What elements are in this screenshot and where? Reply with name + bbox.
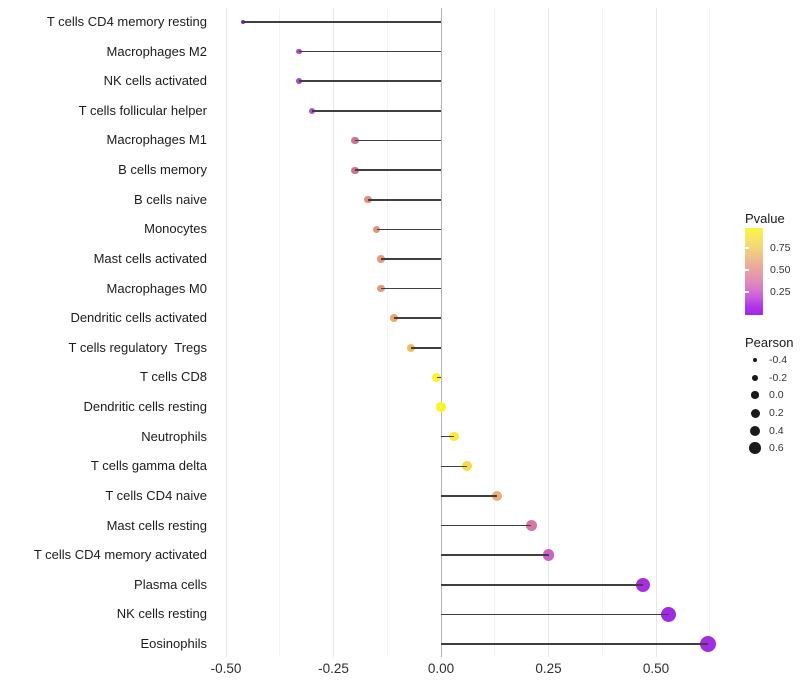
y-axis-label: T cells follicular helper <box>78 102 207 118</box>
colorbar-tick-label: 0.25 <box>770 285 791 298</box>
stem-line <box>441 435 454 438</box>
pvalue-legend-title: Pvalue <box>745 211 785 226</box>
y-axis-label: NK cells activated <box>103 73 207 89</box>
stem-line <box>312 110 441 112</box>
data-point <box>372 225 381 234</box>
y-axis-label: T cells CD4 memory activated <box>33 547 207 563</box>
y-axis-label: Neutrophils <box>141 428 207 444</box>
stem-line <box>441 583 644 586</box>
x-axis-tick-label: 0.25 <box>535 661 562 676</box>
data-point <box>436 402 446 412</box>
y-axis-label: Macrophages M2 <box>106 43 207 59</box>
stem-line <box>243 21 441 23</box>
gridline-minor <box>709 8 711 657</box>
x-axis-tick-label: -0.50 <box>210 661 242 676</box>
y-axis-label: Dendritic cells resting <box>83 399 207 415</box>
y-axis-label: Macrophages M1 <box>106 132 207 148</box>
gridline-major <box>333 8 334 657</box>
data-point <box>406 343 416 353</box>
gridline-major <box>225 8 227 657</box>
data-point <box>309 107 315 114</box>
stem-line <box>367 198 441 201</box>
colorbar-tick <box>745 291 749 293</box>
gridline-major <box>655 8 657 657</box>
gridline-major <box>548 8 549 657</box>
pearson-legend-label: 0.6 <box>769 441 784 454</box>
pearson-legend-label: 0.0 <box>769 388 784 401</box>
stem-line <box>376 228 441 231</box>
data-point <box>376 284 385 293</box>
zero-baseline <box>440 8 442 657</box>
pearson-legend-label: 0.4 <box>769 424 784 437</box>
colorbar-tick <box>745 269 749 271</box>
x-axis-tick-label: 0.50 <box>642 661 670 676</box>
pearson-legend-dot <box>750 408 760 418</box>
stem-line <box>380 287 441 290</box>
data-point <box>376 255 385 263</box>
y-axis-label: T cells CD8 <box>140 369 207 385</box>
gridline-minor <box>279 8 281 657</box>
y-axis-label: B cells memory <box>118 162 207 178</box>
pearson-legend-dot <box>749 442 761 454</box>
stem-line <box>436 376 441 379</box>
y-axis-label: Mast cells resting <box>106 517 207 533</box>
colorbar-tick-label: 0.50 <box>770 263 791 276</box>
stem-line <box>441 613 669 616</box>
gridline-minor <box>494 8 496 657</box>
y-axis-label: Mast cells activated <box>93 250 207 266</box>
x-axis-tick-label: -0.25 <box>318 661 349 676</box>
pearson-legend-dot <box>752 375 758 381</box>
data-point <box>241 19 246 25</box>
data-point <box>432 372 442 382</box>
stem-line <box>441 524 532 527</box>
y-axis-label: Dendritic cells activated <box>70 310 207 326</box>
x-axis-tick-label: 0.00 <box>427 661 455 676</box>
stem-line <box>441 643 708 645</box>
stem-line <box>355 169 441 171</box>
y-axis-label: B cells naive <box>134 191 207 207</box>
pearson-legend-label: 0.2 <box>769 406 784 419</box>
y-axis-label: Monocytes <box>144 221 207 237</box>
gridline-minor <box>601 8 603 657</box>
y-axis-label: T cells CD4 memory resting <box>46 14 207 29</box>
colorbar-tick-label: 0.75 <box>770 241 791 254</box>
y-axis-label: T cells regulatory Tregs <box>68 339 207 355</box>
stem-line <box>355 139 441 142</box>
pearson-legend-title: Pearson <box>745 335 794 350</box>
gridline-minor <box>386 8 388 657</box>
stem-line <box>299 50 441 53</box>
pearson-legend-dot <box>751 391 759 399</box>
y-axis-label: Plasma cells <box>134 576 207 592</box>
y-axis-label: NK cells resting <box>116 606 207 622</box>
stem-line <box>441 465 467 468</box>
y-axis-label: Macrophages M0 <box>106 280 207 296</box>
stem-line <box>410 347 441 349</box>
y-axis-label: T cells gamma delta <box>90 458 207 474</box>
data-point <box>661 606 677 622</box>
data-point <box>635 577 651 592</box>
stem-line <box>299 80 441 83</box>
pearson-legend-label: -0.2 <box>769 371 788 384</box>
data-point <box>351 166 359 174</box>
y-axis-label: Eosinophils <box>140 636 208 652</box>
pearson-legend-dot <box>749 425 761 437</box>
data-point <box>351 136 359 144</box>
stem-line <box>380 258 441 260</box>
pearson-legend-label: -0.4 <box>769 353 788 366</box>
stem-line <box>441 554 549 556</box>
stem-line <box>441 495 497 497</box>
y-axis-label: T cells CD4 naive <box>105 487 207 503</box>
colorbar-tick <box>745 247 749 249</box>
pearson-legend-dot <box>753 358 757 362</box>
pvalue-colorbar <box>745 228 763 315</box>
stem-line <box>393 317 441 319</box>
